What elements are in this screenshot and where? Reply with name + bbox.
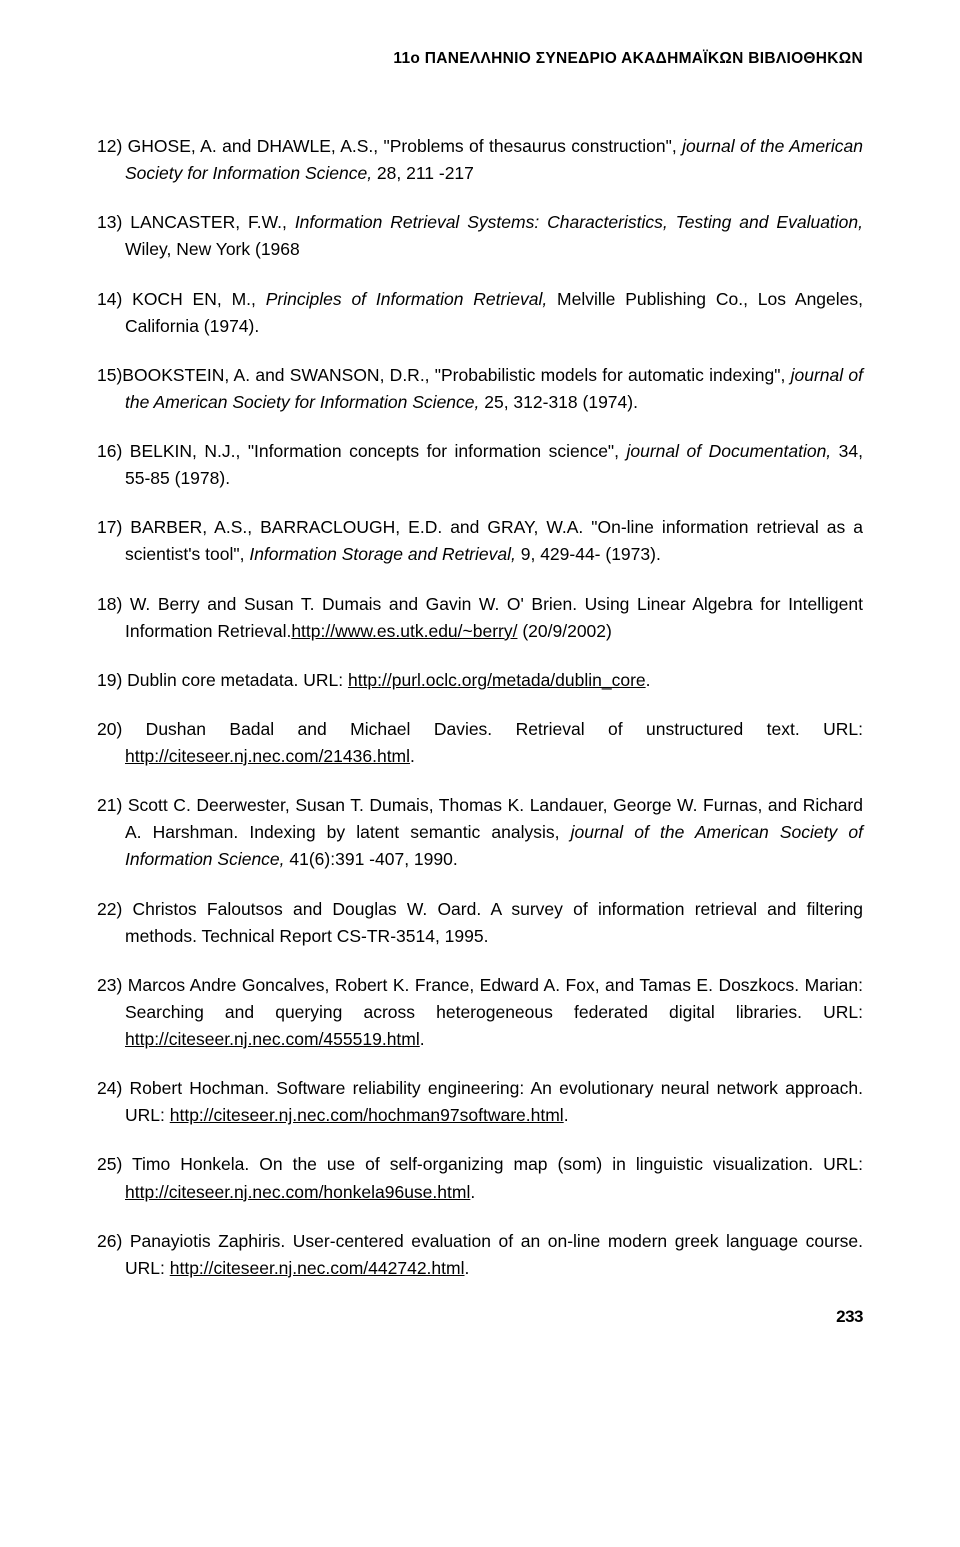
reference-13: 13) LANCASTER, F.W., Information Retriev… xyxy=(97,209,863,263)
ref-text: 25, 312-318 (1974). xyxy=(479,392,638,412)
ref-text: 28, 211 -217 xyxy=(372,163,474,183)
reference-18: 18) W. Berry and Susan T. Dumais and Gav… xyxy=(97,591,863,645)
ref-url[interactable]: http://purl.oclc.org/metada/dublin_core xyxy=(348,670,646,690)
ref-italic: Information Storage and Retrieval, xyxy=(249,544,516,564)
ref-text: 16) BELKIN, N.J., "Information concepts … xyxy=(97,441,627,461)
ref-text: (20/9/2002) xyxy=(517,621,611,641)
reference-14: 14) KOCH EN, M., Principles of Informati… xyxy=(97,286,863,340)
ref-url[interactable]: http://www.es.utk.edu/~berry/ xyxy=(291,621,517,641)
ref-url[interactable]: http://citeseer.nj.nec.com/21436.html xyxy=(125,746,410,766)
ref-italic: journal of Documentation, xyxy=(627,441,832,461)
ref-italic: Information Retrieval Systems: Character… xyxy=(295,212,863,232)
reference-17: 17) BARBER, A.S., BARRACLOUGH, E.D. and … xyxy=(97,514,863,568)
ref-url[interactable]: http://citeseer.nj.nec.com/442742.html xyxy=(170,1258,465,1278)
ref-url[interactable]: http://citeseer.nj.nec.com/honkela96use.… xyxy=(125,1182,470,1202)
page-header: 11ο ΠΑΝΕΛΛΗΝΙΟ ΣΥΝΕΔΡΙΟ ΑΚΑΔΗΜΑΪΚΩΝ ΒΙΒΛ… xyxy=(97,50,863,68)
reference-19: 19) Dublin core metadata. URL: http://pu… xyxy=(97,667,863,694)
ref-text: . xyxy=(464,1258,469,1278)
references-list: 12) GHOSE, A. and DHAWLE, A.S., "Problem… xyxy=(97,133,863,1282)
ref-text: . xyxy=(564,1105,569,1125)
ref-text: . xyxy=(420,1029,425,1049)
reference-21: 21) Scott C. Deerwester, Susan T. Dumais… xyxy=(97,792,863,873)
reference-22: 22) Christos Faloutsos and Douglas W. Oa… xyxy=(97,896,863,950)
page-number: 233 xyxy=(97,1307,863,1327)
header-title: 11ο ΠΑΝΕΛΛΗΝΙΟ ΣΥΝΕΔΡΙΟ ΑΚΑΔΗΜΑΪΚΩΝ ΒΙΒΛ… xyxy=(393,50,863,67)
ref-text: . xyxy=(470,1182,475,1202)
ref-text: 13) LANCASTER, F.W., xyxy=(97,212,295,232)
reference-16: 16) BELKIN, N.J., "Information concepts … xyxy=(97,438,863,492)
ref-text: Wiley, New York (1968 xyxy=(125,239,300,259)
ref-text: 19) Dublin core metadata. URL: xyxy=(97,670,348,690)
ref-url[interactable]: http://citeseer.nj.nec.com/455519.html xyxy=(125,1029,420,1049)
ref-text: 20) Dushan Badal and Michael Davies. Ret… xyxy=(97,719,863,739)
ref-text: 41(6):391 -407, 1990. xyxy=(285,849,458,869)
ref-url[interactable]: http://citeseer.nj.nec.com/hochman97soft… xyxy=(170,1105,564,1125)
reference-26: 26) Panayiotis Zaphiris. User-centered e… xyxy=(97,1228,863,1282)
reference-20: 20) Dushan Badal and Michael Davies. Ret… xyxy=(97,716,863,770)
ref-text: 9, 429-44- (1973). xyxy=(516,544,661,564)
reference-23: 23) Marcos Andre Goncalves, Robert K. Fr… xyxy=(97,972,863,1053)
ref-text: 12) GHOSE, A. and DHAWLE, A.S., "Problem… xyxy=(97,136,682,156)
ref-text: 22) Christos Faloutsos and Douglas W. Oa… xyxy=(97,899,863,946)
ref-text: 23) Marcos Andre Goncalves, Robert K. Fr… xyxy=(97,975,863,1022)
reference-24: 24) Robert Hochman. Software reliability… xyxy=(97,1075,863,1129)
ref-italic: Principles of Information Retrieval, xyxy=(266,289,547,309)
reference-15: 15)BOOKSTEIN, A. and SWANSON, D.R., "Pro… xyxy=(97,362,863,416)
ref-text: 15)BOOKSTEIN, A. and SWANSON, D.R., "Pro… xyxy=(97,365,791,385)
reference-12: 12) GHOSE, A. and DHAWLE, A.S., "Problem… xyxy=(97,133,863,187)
ref-text: 25) Timo Honkela. On the use of self-org… xyxy=(97,1154,863,1174)
ref-text: . xyxy=(646,670,651,690)
ref-text: 14) KOCH EN, M., xyxy=(97,289,266,309)
reference-25: 25) Timo Honkela. On the use of self-org… xyxy=(97,1151,863,1205)
ref-text: . xyxy=(410,746,415,766)
page-container: 11ο ΠΑΝΕΛΛΗΝΙΟ ΣΥΝΕΔΡΙΟ ΑΚΑΔΗΜΑΪΚΩΝ ΒΙΒΛ… xyxy=(0,0,960,1377)
